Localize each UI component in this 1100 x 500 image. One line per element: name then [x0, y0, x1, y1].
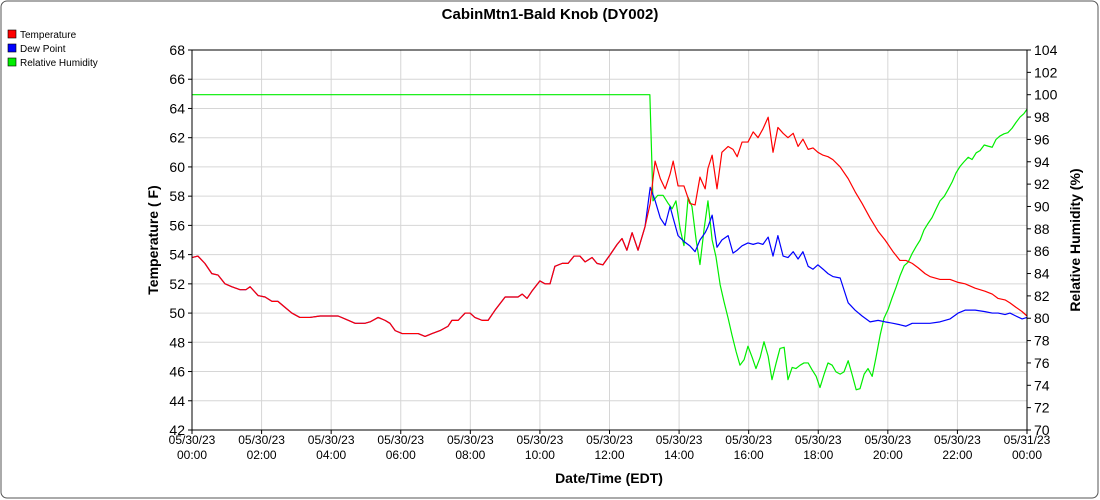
- x-tick-label: 05/30/23 10:00: [517, 433, 564, 462]
- y-tick-label: 48: [169, 334, 185, 350]
- series-line: [191, 116, 1028, 338]
- legend-label: Temperature: [20, 30, 77, 41]
- y2-tick-label: 92: [1034, 176, 1050, 192]
- y-axis-label: Temperature ( F): [145, 185, 161, 294]
- x-tick-label: 05/30/23 14:00: [656, 433, 703, 462]
- y-tick-label: 46: [169, 364, 185, 380]
- y2-tick-label: 78: [1034, 333, 1050, 349]
- y2-tick-label: 86: [1034, 243, 1050, 259]
- y-tick-label: 56: [169, 217, 185, 233]
- y2-tick-label: 80: [1034, 310, 1050, 326]
- y2-tick-label: 96: [1034, 131, 1050, 147]
- y-tick-label: 44: [169, 393, 185, 409]
- y2-tick-label: 94: [1034, 154, 1050, 170]
- legend-swatch: [7, 43, 17, 53]
- x-axis-label: Date/Time (EDT): [555, 470, 663, 486]
- legend-label: Relative Humidity: [20, 58, 98, 69]
- series-line: [192, 94, 1028, 391]
- y2-tick-label: 104: [1034, 42, 1058, 58]
- y2-tick-label: 102: [1034, 64, 1058, 80]
- y2-tick-label: 76: [1034, 355, 1050, 371]
- x-tick-label: 05/30/23 18:00: [795, 433, 842, 462]
- x-tick-label: 05/30/23 00:00: [169, 433, 216, 462]
- plot-frame: [191, 49, 1028, 431]
- y-tick-label: 62: [169, 130, 185, 146]
- y-tick-label: 42: [169, 422, 185, 438]
- y-tick-label: 54: [169, 247, 185, 263]
- y2-tick-label: 70: [1034, 422, 1050, 438]
- y-tick-label: 68: [169, 42, 185, 58]
- legend-swatch: [7, 29, 17, 39]
- y2-tick-label: 98: [1034, 109, 1050, 125]
- x-tick-label: 05/30/23 20:00: [864, 433, 911, 462]
- x-tick-label: 05/30/23 22:00: [934, 433, 981, 462]
- y2-tick-label: 88: [1034, 221, 1050, 237]
- x-tick-label: 05/30/23 12:00: [586, 433, 633, 462]
- legend-swatch: [7, 57, 17, 67]
- x-tick-label: 05/30/23 16:00: [725, 433, 772, 462]
- y2-tick-label: 74: [1034, 377, 1050, 393]
- y2-tick-label: 100: [1034, 87, 1058, 103]
- y-tick-label: 64: [169, 100, 185, 116]
- chart-title: CabinMtn1-Bald Knob (DY002): [442, 6, 659, 23]
- y-tick-label: 52: [169, 276, 185, 292]
- y2-tick-label: 72: [1034, 400, 1050, 416]
- x-tick-label: 05/31/23 00:00: [1004, 433, 1051, 462]
- y-tick-label: 66: [169, 71, 185, 87]
- y-tick-label: 50: [169, 305, 185, 321]
- y2-tick-label: 84: [1034, 266, 1050, 282]
- legend-label: Dew Point: [20, 44, 66, 55]
- x-tick-label: 05/30/23 02:00: [238, 433, 285, 462]
- y-tick-label: 58: [169, 188, 185, 204]
- x-tick-label: 05/30/23 04:00: [308, 433, 355, 462]
- y2-tick-label: 82: [1034, 288, 1050, 304]
- y2-axis-label: Relative Humidity (%): [1067, 168, 1083, 311]
- x-tick-label: 05/30/23 06:00: [377, 433, 424, 462]
- x-tick-label: 05/30/23 08:00: [447, 433, 494, 462]
- y-tick-label: 60: [169, 159, 185, 175]
- y2-tick-label: 90: [1034, 198, 1050, 214]
